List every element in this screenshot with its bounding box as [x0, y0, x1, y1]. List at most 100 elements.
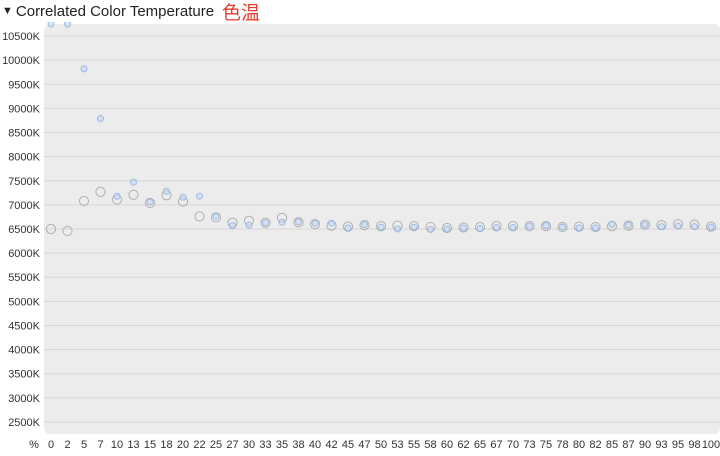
x-tick-label: 55 — [408, 439, 420, 451]
data-point — [80, 65, 88, 73]
x-tick-label: 40 — [309, 439, 321, 451]
data-point — [295, 218, 302, 226]
chart-header: ▼ Correlated Color Temperature 色温 — [0, 0, 261, 24]
data-point — [229, 222, 236, 230]
triangle-down-icon[interactable]: ▼ — [2, 5, 13, 17]
y-tick-label: 9500K — [8, 79, 40, 91]
data-point — [707, 223, 715, 231]
x-tick-label: 33 — [259, 439, 271, 451]
data-point — [590, 221, 601, 233]
x-tick-label: 98 — [688, 439, 700, 451]
data-point — [194, 211, 205, 222]
cct-chart: 10500K10000K9500K9000K8500K8000K7500K700… — [2, 22, 720, 451]
x-tick-label: 35 — [276, 439, 288, 451]
y-tick-label: 8000K — [8, 152, 40, 164]
x-tick-label: 15 — [144, 439, 156, 451]
data-point — [608, 220, 616, 228]
x-tick-label: 50 — [375, 439, 387, 451]
data-point — [427, 225, 434, 233]
data-point — [443, 225, 451, 233]
x-tick-label: 73 — [523, 439, 535, 451]
x-tick-label: 53 — [391, 439, 403, 451]
x-tick-label: 25 — [210, 439, 222, 451]
y-tick-label: 8500K — [8, 128, 40, 140]
x-tick-label: 47 — [358, 439, 370, 451]
data-point — [394, 225, 401, 233]
x-tick-label: 70 — [507, 439, 519, 451]
x-tick-label: 62 — [457, 439, 469, 451]
data-point — [460, 224, 467, 232]
y-tick-label: 4500K — [8, 320, 40, 332]
data-point — [623, 220, 634, 231]
x-tick-label: 7 — [97, 439, 103, 451]
data-point — [278, 218, 286, 226]
x-tick-label: 87 — [622, 439, 634, 451]
data-point — [476, 225, 484, 233]
data-point — [128, 189, 139, 200]
data-point — [97, 115, 104, 123]
data-point — [625, 221, 632, 229]
data-point — [410, 223, 418, 231]
data-point — [47, 22, 55, 28]
data-point — [674, 222, 682, 230]
data-point — [691, 223, 698, 231]
y-tick-label: 5000K — [8, 296, 40, 308]
data-point — [575, 224, 583, 232]
x-tick-label: 22 — [193, 439, 205, 451]
data-point — [144, 197, 156, 209]
data-point — [524, 221, 535, 232]
data-point — [641, 221, 649, 229]
data-point — [361, 221, 368, 229]
x-tick-label: 30 — [243, 439, 255, 451]
data-point — [262, 219, 269, 227]
data-point — [540, 221, 552, 232]
x-tick-label: 38 — [292, 439, 304, 451]
y-tick-label: 3500K — [8, 369, 40, 381]
x-tick-label: 75 — [540, 439, 552, 451]
data-point — [45, 223, 57, 235]
y-tick-label: 3000K — [8, 393, 40, 405]
data-point — [509, 224, 517, 232]
data-point — [526, 222, 533, 230]
data-point — [78, 195, 90, 207]
y-tick-label: 5500K — [8, 272, 40, 284]
x-tick-label: 100 — [702, 439, 720, 451]
x-tick-label: 58 — [424, 439, 436, 451]
chart-title-cjk: 色温 — [222, 1, 261, 24]
data-point — [212, 212, 220, 220]
data-point — [493, 224, 500, 232]
x-tick-label: 78 — [556, 439, 568, 451]
x-tick-label: 90 — [639, 439, 651, 451]
x-tick-label: 10 — [111, 439, 123, 451]
y-tick-label: 10500K — [2, 31, 41, 43]
data-point — [62, 225, 73, 237]
data-point — [311, 219, 319, 227]
data-point — [639, 219, 651, 230]
data-point — [260, 217, 271, 228]
x-tick-label: 20 — [177, 439, 189, 451]
data-point — [344, 224, 352, 232]
data-point — [113, 192, 121, 200]
data-point — [375, 221, 387, 232]
data-point — [557, 221, 568, 233]
data-point — [408, 221, 420, 232]
x-tick-label: 95 — [672, 439, 684, 451]
data-point — [64, 22, 71, 28]
data-point — [658, 223, 665, 231]
y-tick-label: 9000K — [8, 103, 40, 115]
data-point — [179, 193, 187, 201]
data-point — [559, 223, 566, 231]
data-point — [210, 212, 222, 223]
x-tick-label: 2 — [64, 439, 70, 451]
x-tick-label: 67 — [490, 439, 502, 451]
x-tick-label: 45 — [342, 439, 354, 451]
data-point — [293, 217, 304, 228]
y-tick-label: 7500K — [8, 176, 40, 188]
x-unit-label: % — [29, 439, 39, 451]
x-tick-label: 82 — [589, 439, 601, 451]
chart-title: Correlated Color Temperature — [15, 2, 215, 20]
x-tick-label: 5 — [81, 439, 87, 451]
data-point — [328, 219, 335, 227]
data-point — [95, 186, 106, 197]
y-tick-label: 4000K — [8, 345, 40, 357]
